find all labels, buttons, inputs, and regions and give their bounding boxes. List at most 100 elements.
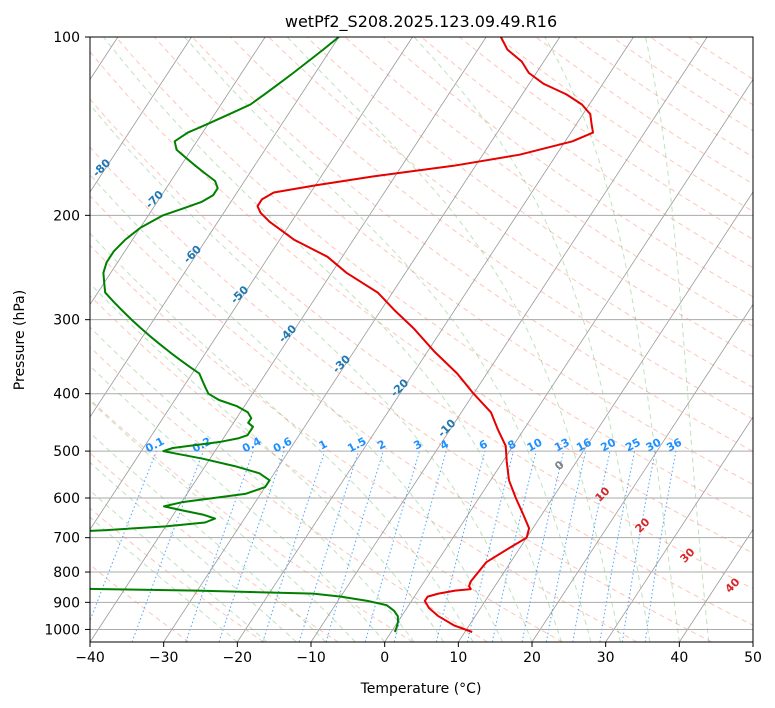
moist-adiabat-line <box>413 37 651 642</box>
isoline-labels: 0.1 0.2 0.4 0.6 1 1.5 2 3 4 6 8 10 13 16 20 25 30 36-100-… <box>0 87 743 595</box>
dry-adiabat-line <box>421 37 753 269</box>
dry-adiabat-line <box>650 37 753 106</box>
mixing-ratio-line <box>621 451 656 642</box>
zero-isotherm-label: 0 <box>552 458 567 473</box>
y-tick-label: 200 <box>53 208 80 224</box>
y-tick-label: 500 <box>53 444 80 460</box>
mixing-ratio-line <box>262 450 326 642</box>
dry-adiabat-line <box>382 37 753 298</box>
isotherm-line <box>90 37 413 531</box>
series-group <box>90 37 594 633</box>
moist-adiabat-line <box>184 37 592 642</box>
dry-adiabat-line <box>90 452 339 642</box>
dewpoint-series-line <box>90 37 399 633</box>
dry-adiabat-line <box>90 146 753 626</box>
dry-adiabat-label: 20 <box>633 515 653 535</box>
isotherm-line <box>163 37 561 642</box>
mixing-ratio-line <box>218 450 285 642</box>
plot-frame <box>89 36 754 643</box>
dry-adiabat-line <box>115 37 753 519</box>
chart-title: wetPf2_S208.2025.123.09.49.R16 <box>285 12 557 32</box>
y-tick-label: 400 <box>53 387 80 403</box>
mixing-ratio-line <box>435 450 486 642</box>
isotherm-line <box>310 37 708 642</box>
grid-lines <box>90 37 753 642</box>
y-tick-label: 900 <box>53 595 80 611</box>
mixing-ratio-label: 36 <box>664 436 684 455</box>
mixing-ratio-label: 2 <box>375 437 388 452</box>
dry-adiabat-line <box>459 37 753 240</box>
mixing-ratio-label: 25 <box>623 436 643 455</box>
mixing-ratio-line <box>364 450 420 642</box>
mixing-ratio-label: 10 <box>525 436 545 455</box>
dry-adiabat-label: 40 <box>723 575 743 595</box>
isotherm-line <box>752 641 753 642</box>
y-tick-label: 700 <box>53 531 80 547</box>
isotherm-line <box>90 37 192 193</box>
moist-adiabat-line <box>90 365 386 642</box>
x-tick-label: −40 <box>75 650 105 666</box>
mixing-ratio-label: 0.6 <box>271 435 295 456</box>
isotherm-label: -100 <box>0 87 12 116</box>
moist-adiabat-line <box>90 282 445 642</box>
mixing-ratio-line <box>644 451 677 642</box>
isotherm-line <box>90 37 487 642</box>
isotherm-line <box>457 191 753 642</box>
dry-adiabat-line <box>90 346 488 642</box>
moist-adiabat-line <box>90 103 533 642</box>
dry-adiabat-line <box>90 398 414 642</box>
x-tick-label: −30 <box>149 650 179 666</box>
y-tick-label: 800 <box>53 565 80 581</box>
dry-adiabat-line <box>306 37 753 358</box>
isotherm-label: -40 <box>276 322 299 345</box>
isotherm-label: -80 <box>90 156 113 179</box>
x-axis: −40 −30 −20 −10 0 10 20 30 40 50 <box>75 642 762 666</box>
y-tick-label: 300 <box>53 313 80 329</box>
dry-adiabat-line <box>90 244 638 642</box>
moist-adiabat-line <box>90 173 503 642</box>
isotherm-line <box>236 37 634 642</box>
dry-adiabat-line <box>192 37 753 452</box>
y-tick-label: 100 <box>53 30 80 46</box>
x-tick-label: 30 <box>597 650 615 666</box>
mixing-ratio-label: 0.4 <box>240 435 264 456</box>
mixing-ratio-label: 16 <box>574 436 594 455</box>
mixing-ratio-label: 20 <box>598 436 618 455</box>
isotherm-line <box>678 528 753 642</box>
isotherm-line <box>90 37 340 418</box>
y-tick-label: 1000 <box>44 622 80 638</box>
mixing-ratio-line <box>545 450 587 642</box>
x-tick-label: 20 <box>523 650 541 666</box>
mixing-ratio-line <box>521 450 565 642</box>
temperature-series-line <box>256 37 594 633</box>
isotherm-line <box>605 416 753 642</box>
y-tick-label: 600 <box>53 491 80 507</box>
moist-adiabat-line <box>90 461 297 642</box>
dry-adiabat-line <box>90 98 753 590</box>
x-axis-label: Temperature (°C) <box>360 681 482 697</box>
y-axis: 100 200 300 400 500 600 700 800 900 1000 <box>44 30 90 638</box>
isotherm-label: -90 <box>35 127 58 150</box>
dry-adiabat-line <box>268 37 753 389</box>
mixing-ratio-line <box>393 450 447 642</box>
dry-adiabat-label: 30 <box>678 545 698 565</box>
isotherm-label: -60 <box>181 242 204 265</box>
moist-adiabat-line <box>286 37 621 642</box>
dry-adiabat-line <box>90 195 712 642</box>
moist-adiabat-line <box>90 516 238 642</box>
background-lines <box>90 37 753 642</box>
isotherm-label: -30 <box>330 352 353 375</box>
isotherm-label: -70 <box>143 188 166 211</box>
y-axis-label: Pressure (hPa) <box>12 290 28 390</box>
mixing-ratio-line <box>491 450 537 642</box>
mixing-ratio-line <box>599 451 636 642</box>
mixing-ratio-label: 30 <box>644 436 664 455</box>
x-tick-label: 50 <box>744 650 762 666</box>
moist-adiabat-line <box>90 489 268 642</box>
dry-adiabat-label: 10 <box>593 484 613 504</box>
mixing-ratio-line <box>325 450 384 642</box>
dry-adiabat-line <box>90 51 753 554</box>
isotherm-label: -20 <box>388 376 411 399</box>
mixing-ratio-label: 13 <box>552 436 572 455</box>
x-tick-label: 40 <box>670 650 688 666</box>
